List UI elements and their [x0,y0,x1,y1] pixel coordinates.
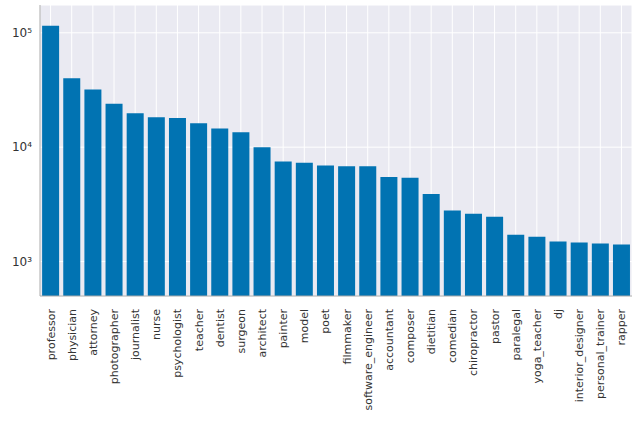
svg-text:chiropractor: chiropractor [467,309,480,376]
svg-text:rapper: rapper [615,309,628,346]
svg-text:photographer: photographer [108,309,121,385]
svg-text:10⁴: 10⁴ [12,140,32,154]
svg-text:dietitian: dietitian [425,309,438,354]
svg-text:composer: composer [404,309,417,364]
svg-text:10³: 10³ [12,255,32,269]
svg-text:10⁵: 10⁵ [12,26,32,40]
svg-text:accountant: accountant [383,308,396,371]
svg-text:architect: architect [256,308,269,357]
svg-text:pastor: pastor [489,309,502,344]
svg-text:teacher: teacher [193,309,206,352]
svg-text:comedian: comedian [446,309,459,363]
svg-text:model: model [298,309,311,343]
svg-text:interior_designer: interior_designer [573,309,586,403]
svg-text:psychologist: psychologist [171,308,184,378]
svg-text:personal_trainer: personal_trainer [594,309,607,399]
svg-text:poet: poet [319,308,332,333]
svg-text:dentist: dentist [214,308,227,347]
svg-text:software_engineer: software_engineer [362,309,375,411]
svg-text:painter: painter [277,309,290,349]
svg-text:surgeon: surgeon [235,309,248,354]
svg-text:professor: professor [45,309,58,361]
svg-text:physician: physician [66,309,79,361]
svg-text:journalist: journalist [129,308,142,361]
svg-text:nurse: nurse [150,309,163,340]
svg-text:dj: dj [552,309,565,319]
svg-text:yoga_teacher: yoga_teacher [531,309,544,384]
svg-text:attorney: attorney [87,309,100,356]
svg-text:filmmaker: filmmaker [341,309,354,365]
svg-text:paralegal: paralegal [510,309,523,361]
